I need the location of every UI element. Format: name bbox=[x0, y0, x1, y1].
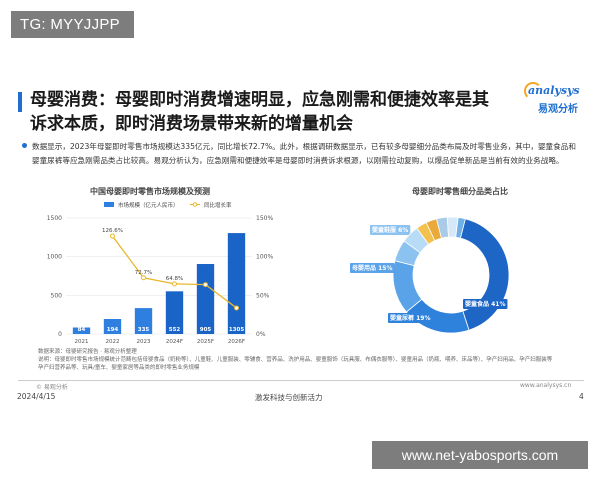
title-accent-bar bbox=[18, 92, 22, 112]
y-tick-label: 1500 bbox=[47, 215, 62, 222]
watermark-bottom-right: www.net-yabosports.com bbox=[372, 441, 588, 469]
y2-tick-label: 0% bbox=[256, 331, 266, 338]
bullet-icon bbox=[22, 143, 27, 148]
growth-rate-point bbox=[234, 305, 239, 311]
x-tick-label: 2023 bbox=[137, 339, 151, 345]
bar-value-label: 905 bbox=[200, 327, 212, 333]
growth-rate-point bbox=[203, 282, 208, 288]
footer-website: www.analysys.cn bbox=[520, 382, 572, 389]
source-line-2: 说明：母婴即时零售市场规模统计范畴包括母婴食品（奶粉等）、儿童鞋、儿童服装、零辅… bbox=[38, 357, 553, 363]
title-line-1: 母婴消费：母婴即时消费增速明显，应急刚需和便捷效率是其 bbox=[30, 90, 489, 110]
page-title: 母婴消费：母婴即时消费增速明显，应急刚需和便捷效率是其 诉求本质，即时消费场景带… bbox=[30, 88, 530, 136]
growth-rate-point bbox=[141, 275, 146, 281]
source-line-3: 孕产妇营养品等、玩具/童车、婴童家居等品类的即时零售业务规模 bbox=[38, 365, 200, 371]
y2-tick-label: 100% bbox=[256, 254, 273, 261]
market-size-chart: 市场规模（亿元人民币） 同比增长率 0 500 1000 1500 0% 50% 100% 150… bbox=[47, 201, 274, 345]
source-line-1: 数据来源：母婴研究报告 · 易观分析整理 bbox=[38, 349, 137, 355]
logo-text-en: analysys bbox=[528, 84, 580, 97]
watermark-top-left: TG: MYYJJPP bbox=[11, 11, 134, 38]
legend-marker-line bbox=[192, 202, 198, 207]
y-tick-label: 1000 bbox=[47, 254, 62, 261]
page-number: 4 bbox=[579, 392, 584, 401]
y-tick-label: 0 bbox=[58, 331, 62, 338]
donut-slice-label: 婴童食品 41% bbox=[465, 300, 505, 308]
bar-value-label: 84 bbox=[78, 327, 86, 333]
donut-chart-title: 母婴即时零售细分品类占比 bbox=[412, 187, 508, 196]
donut-slice-0 bbox=[459, 218, 510, 331]
legend-label-bar: 市场规模（亿元人民币） bbox=[118, 201, 179, 209]
bar-value-label: 1305 bbox=[229, 327, 244, 333]
logo-arc-icon bbox=[524, 82, 542, 100]
donut-slice-label: 母婴用品 15% bbox=[352, 264, 392, 272]
donut-slice-label: 婴童鞋服 6% bbox=[372, 226, 408, 234]
x-tick-label: 2026F bbox=[228, 339, 245, 345]
donut-label-box bbox=[350, 263, 395, 273]
footer-date: 2024/4/15 bbox=[17, 392, 56, 401]
x-tick-label: 2022 bbox=[106, 339, 120, 345]
logo-text-cn: 易观分析 bbox=[538, 104, 578, 115]
bar-2026F bbox=[227, 233, 246, 334]
bar-2022 bbox=[103, 318, 122, 334]
donut-label-box bbox=[463, 299, 508, 309]
donut-slice-label: 婴童尿裤 19% bbox=[390, 314, 430, 322]
x-tick-label: 2021 bbox=[75, 339, 89, 345]
bar-value-label: 552 bbox=[169, 327, 181, 333]
donut-label-box bbox=[370, 225, 411, 235]
bar-chart-title: 中国母婴即时零售市场规模及预测 bbox=[90, 187, 210, 196]
growth-rate-label: 72.7% bbox=[135, 270, 152, 276]
footer-logo: © 易观分析 bbox=[36, 384, 68, 391]
bar-2023 bbox=[134, 308, 153, 334]
growth-rate-label: 126.6% bbox=[102, 228, 123, 234]
growth-rate-label: 64.8% bbox=[166, 276, 183, 282]
y2-tick-label: 50% bbox=[256, 292, 270, 299]
bar-2024F bbox=[165, 291, 184, 334]
analysys-logo: analysys 易观分析 bbox=[524, 82, 588, 116]
footer-slogan: 激发科技与创新活力 bbox=[255, 393, 323, 402]
category-share-donut: 婴童食品 41% 婴童尿裤 19% 母婴用品 15% 婴童鞋服 6% bbox=[350, 216, 510, 334]
y2-tick-label: 150% bbox=[256, 215, 273, 222]
x-tick-label: 2024F bbox=[166, 339, 183, 345]
donut-label-box bbox=[388, 313, 433, 323]
bar-2021 bbox=[72, 327, 91, 334]
bar-2025F bbox=[196, 264, 215, 334]
legend-swatch-bar bbox=[104, 202, 114, 207]
legend-label-line: 同比增长率 bbox=[204, 201, 232, 209]
x-tick-label: 2025F bbox=[197, 339, 214, 345]
donut-slice-9 bbox=[455, 217, 466, 239]
footer-divider bbox=[18, 380, 584, 381]
bar-value-label: 194 bbox=[107, 327, 119, 333]
summary-text: 数据显示，2023年母婴即时零售市场规模达335亿元，同比增长72.7%。此外，… bbox=[32, 142, 576, 165]
y-tick-label: 500 bbox=[51, 292, 63, 299]
bar-value-label: 335 bbox=[138, 327, 150, 333]
growth-rate-point bbox=[172, 281, 177, 287]
growth-rate-point bbox=[110, 233, 115, 239]
title-line-2: 诉求本质，即时消费场景带来新的增量机会 bbox=[30, 114, 353, 134]
summary-bullet: 数据显示，2023年母婴即时零售市场规模达335亿元，同比增长72.7%。此外，… bbox=[18, 140, 578, 168]
